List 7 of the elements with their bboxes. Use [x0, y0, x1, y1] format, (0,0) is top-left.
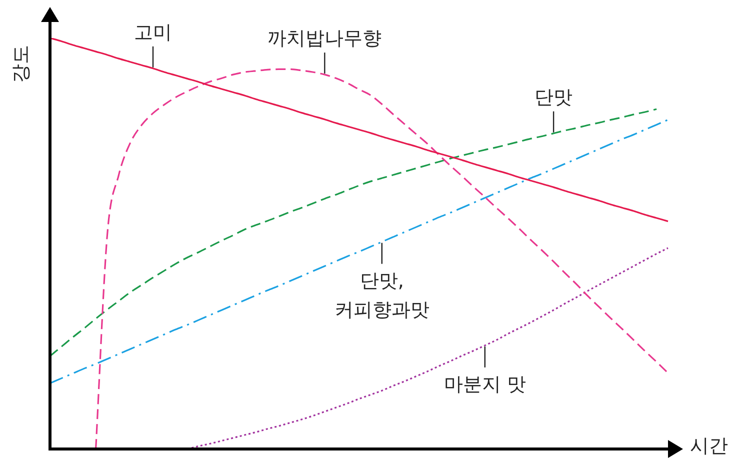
series-label: 단맛, 커피향과맛 [334, 270, 430, 321]
series-label: 고미 [134, 21, 172, 44]
series-label: 마분지 맛 [444, 373, 526, 396]
series-label: 까치밥나무향 [268, 28, 382, 50]
y-axis-title: 강도 [10, 45, 32, 83]
series-label: 단맛 [534, 86, 573, 108]
x-axis-title: 시간 [690, 434, 728, 457]
